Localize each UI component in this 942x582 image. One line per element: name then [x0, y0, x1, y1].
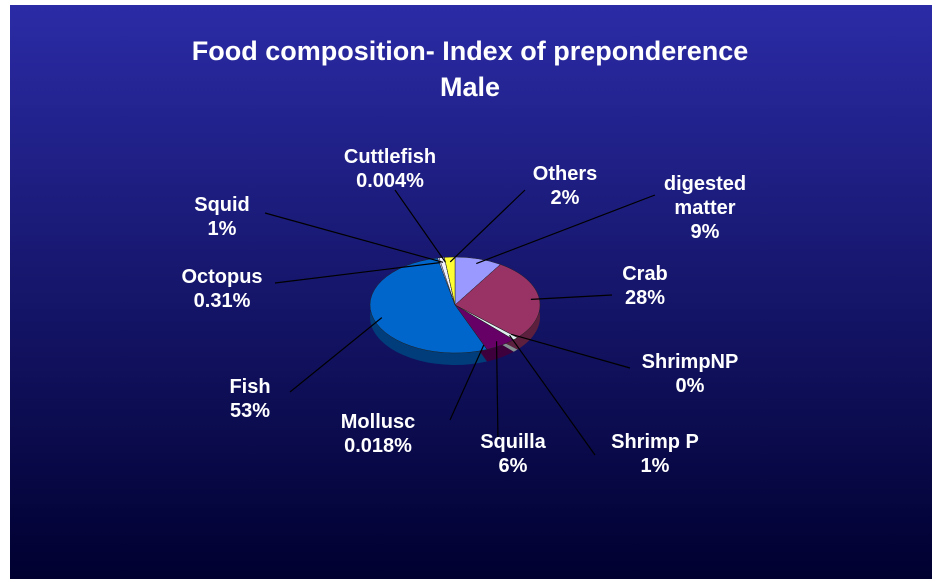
value-label: 2% [550, 187, 580, 209]
slice-label: Others 2% [533, 162, 597, 210]
leader-line [289, 317, 383, 393]
chart-title: Food composition- Index of preponderence [192, 36, 749, 66]
value-label: 28% [624, 287, 666, 309]
value-label: 0.004% [356, 170, 424, 192]
slice-label: Squilla 6% [480, 430, 546, 478]
category-label: digested matter [663, 173, 747, 219]
leader-line [511, 333, 631, 369]
slice-label: Mollusc 0.018% [341, 410, 415, 458]
leader-line [274, 262, 441, 284]
category-label: Squilla [480, 431, 546, 453]
value-label: 6% [498, 455, 528, 477]
slice-label: Crab 28% [622, 262, 668, 310]
slice-label: Fish 53% [229, 375, 270, 423]
leader-line [495, 341, 499, 441]
value-label: 1% [640, 455, 670, 477]
category-label: Mollusc [340, 411, 416, 433]
slice-label: Octopus 0.31% [181, 265, 262, 313]
category-label: Octopus [181, 266, 263, 288]
leader-line [449, 189, 526, 263]
leader-line [530, 294, 613, 300]
leader-line [509, 334, 596, 456]
value-label: 9% [690, 221, 720, 243]
category-label: Fish [229, 376, 271, 398]
value-label: 0.31% [193, 290, 251, 312]
slice-label: Cuttlefish 0.004% [344, 145, 436, 193]
category-label: Squid [194, 194, 250, 216]
category-label: Others [532, 163, 598, 185]
value-label: 1% [207, 218, 237, 240]
leader-line [264, 212, 444, 263]
leader-line [394, 189, 446, 263]
value-label: 0.018% [344, 435, 412, 457]
leader-line [476, 194, 656, 265]
leader-line [449, 344, 485, 421]
category-label: Crab [622, 263, 668, 285]
slice-label: digested matter 9% [650, 172, 760, 244]
slice-label: ShrimpNP 0% [642, 350, 739, 398]
category-label: ShrimpNP [641, 351, 739, 373]
value-label: 0% [675, 375, 705, 397]
category-label: Cuttlefish [343, 146, 437, 168]
chart-subtitle: Male [440, 72, 500, 102]
category-label: Shrimp P [611, 431, 699, 453]
value-label: 53% [229, 400, 271, 422]
slice-label: Squid 1% [194, 193, 250, 241]
slice-label: Shrimp P 1% [611, 430, 699, 478]
